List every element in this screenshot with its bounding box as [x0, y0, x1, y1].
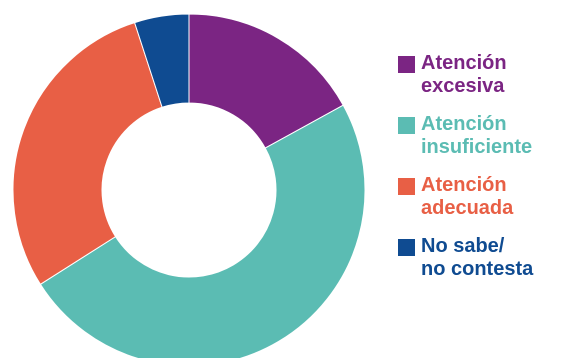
legend-label-line2: adecuada: [421, 197, 514, 219]
legend-swatch-no-sabe-no-contesta: [398, 239, 415, 256]
donut-slice-atencion-insuficiente: [39, 104, 366, 363]
legend-label-line1: Atención: [421, 174, 507, 196]
legend-label-line2: insuficiente: [421, 136, 533, 158]
legend-item-atencion-adecuada: Atención adecuada: [398, 174, 574, 220]
legend-label-line1: Atención: [421, 52, 507, 74]
legend-swatch-atencion-excesiva: [398, 56, 415, 73]
legend-item-atencion-insuficiente: Atención insuficiente: [398, 113, 574, 159]
donut-slice-atencion-excesiva: [188, 13, 344, 149]
legend-swatch-atencion-adecuada: [398, 178, 415, 195]
legend-label-atencion-excesiva: Atención excesiva: [421, 52, 507, 98]
donut-chart-area: [12, 13, 366, 363]
legend-label-line1: Atención: [421, 113, 507, 135]
donut-chart: [12, 13, 366, 363]
chart-legend: Atención excesiva Atención insuficiente …: [398, 52, 574, 296]
legend-label-atencion-insuficiente: Atención insuficiente: [421, 113, 532, 159]
legend-item-no-sabe-no-contesta: No sabe/ no contesta: [398, 235, 574, 281]
legend-item-atencion-excesiva: Atención excesiva: [398, 52, 574, 98]
legend-label-line1: No sabe/: [421, 235, 505, 257]
legend-label-line2: no contesta: [421, 258, 534, 280]
legend-label-no-sabe-no-contesta: No sabe/ no contesta: [421, 235, 533, 281]
donut-slice-atencion-adecuada: [12, 21, 163, 285]
legend-label-line2: excesiva: [421, 75, 505, 97]
legend-swatch-atencion-insuficiente: [398, 117, 415, 134]
legend-label-atencion-adecuada: Atención adecuada: [421, 174, 513, 220]
donut-slice-no-sabe-no-contesta: [133, 13, 190, 108]
